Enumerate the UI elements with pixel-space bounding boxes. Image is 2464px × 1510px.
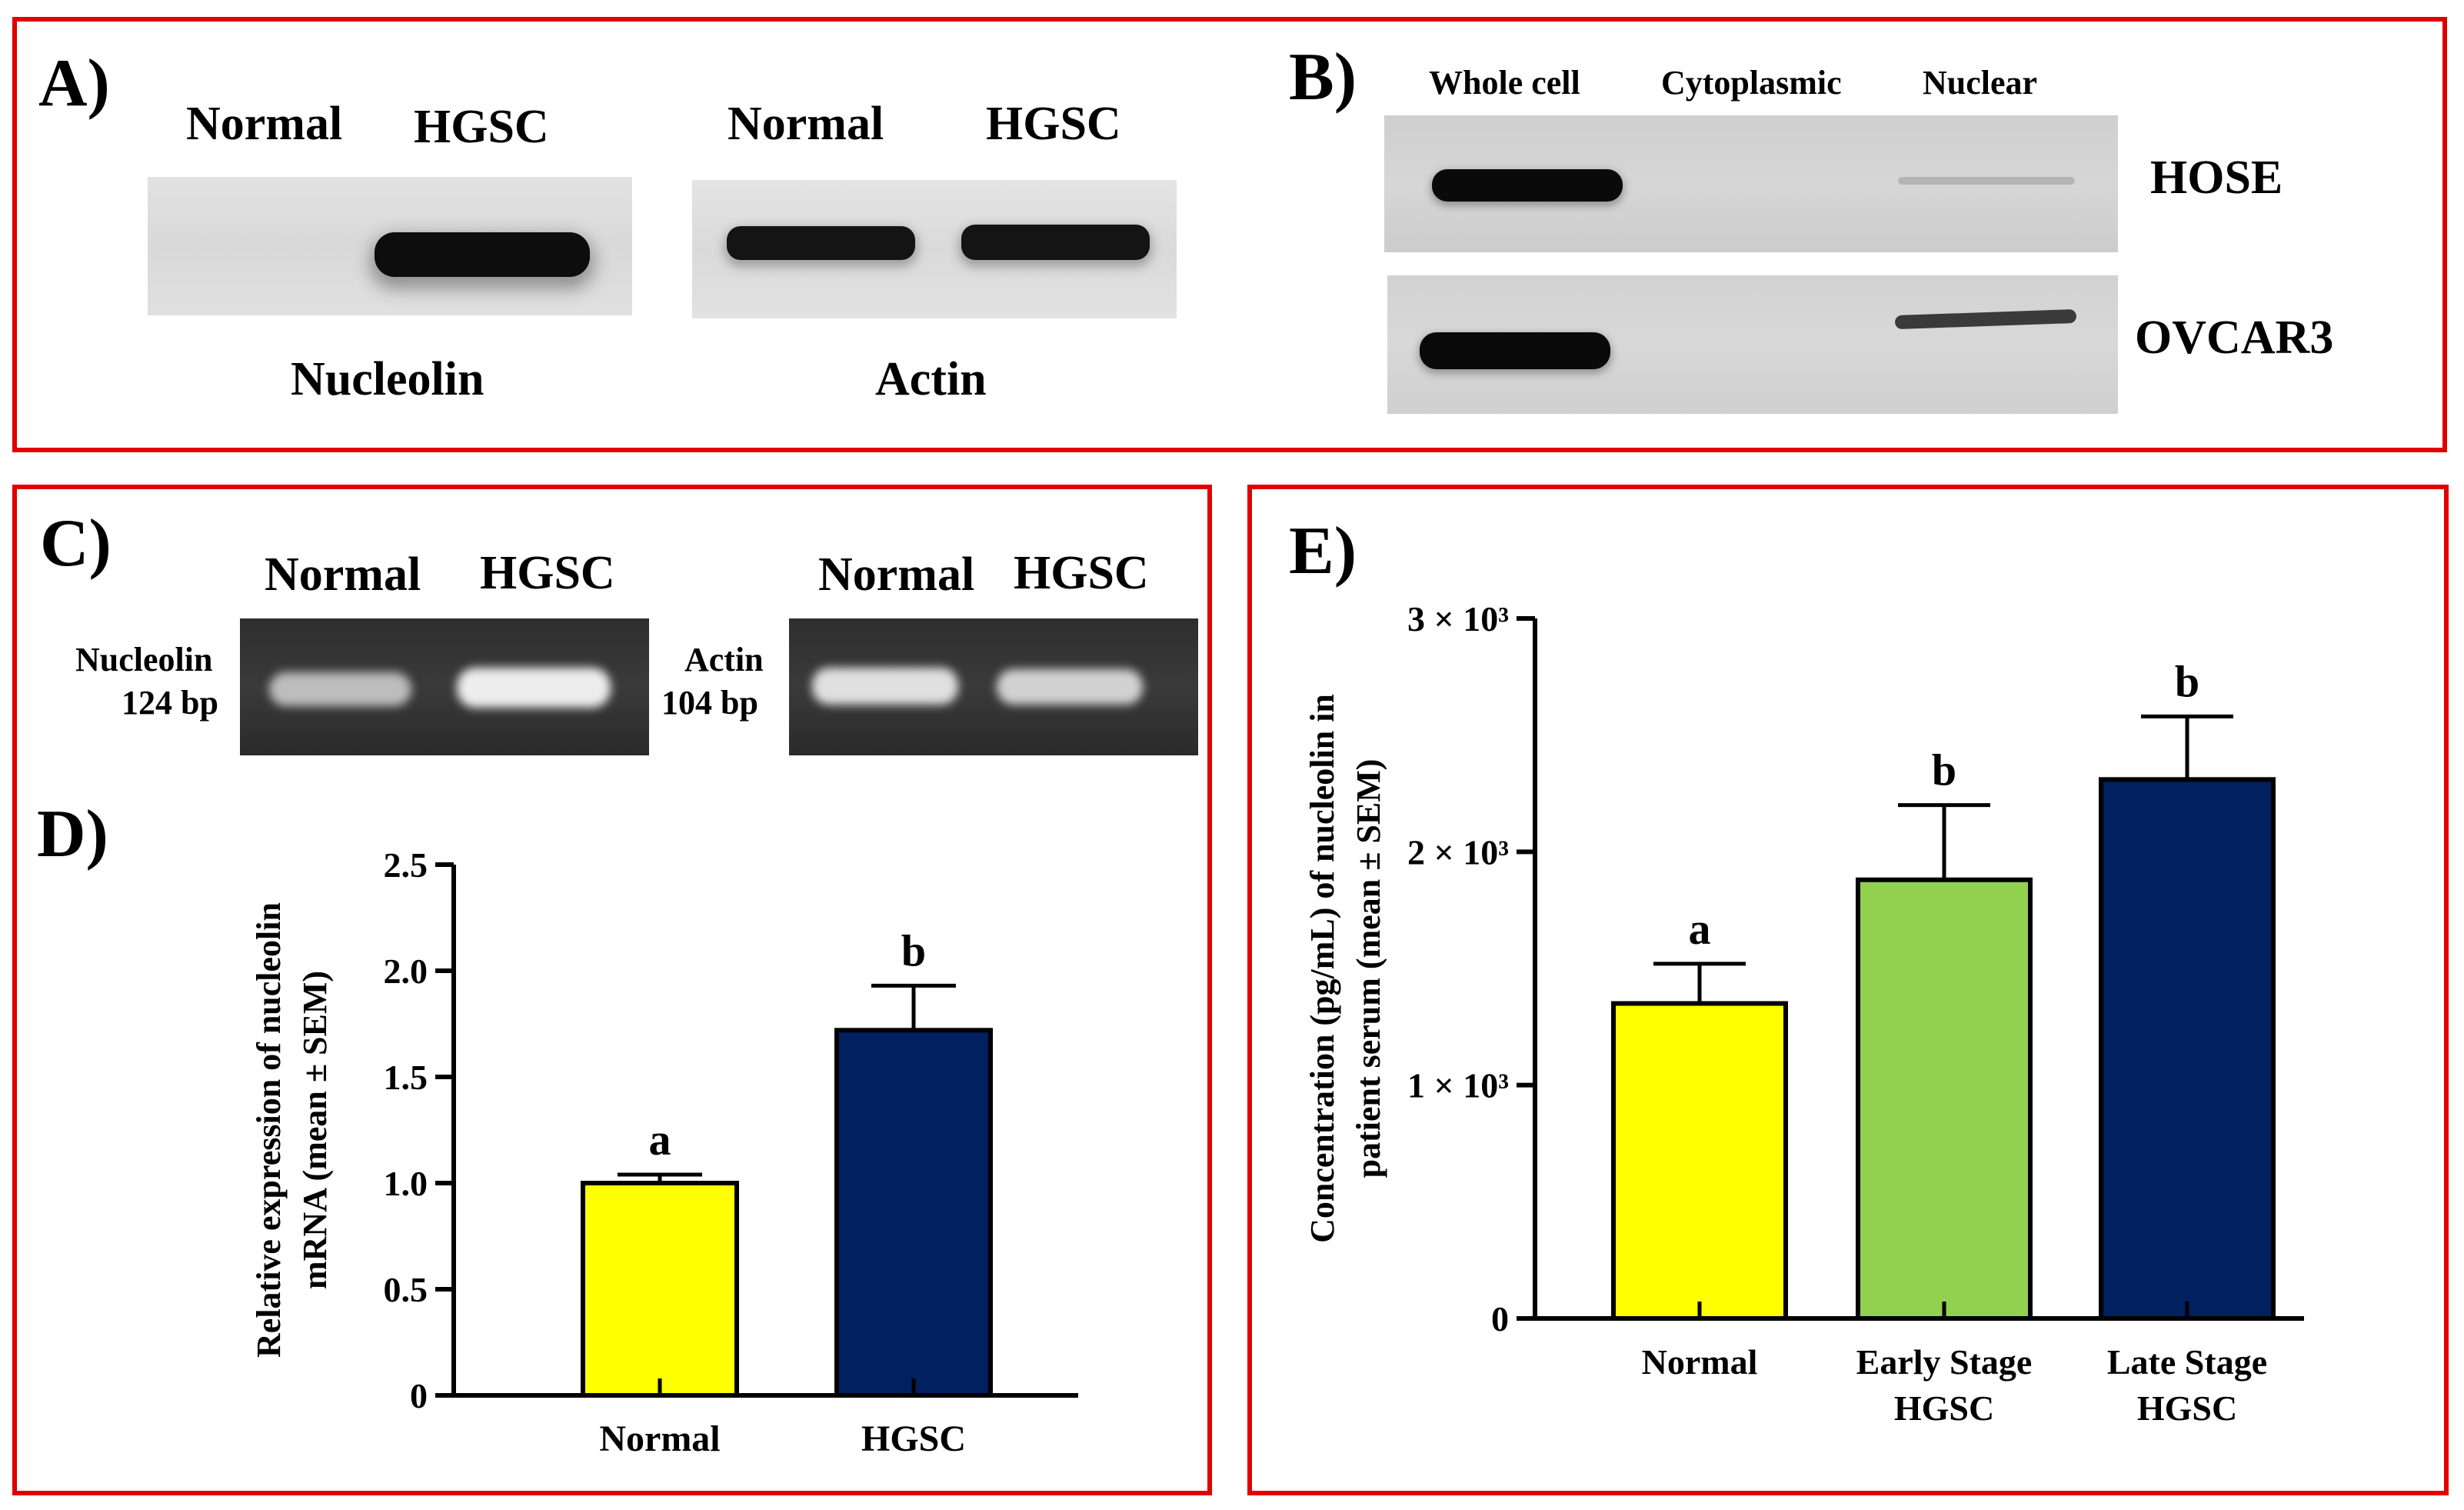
panel-a: A) Normal HGSC Nucleolin Normal HGSC Act… [12, 17, 2447, 452]
gel-c2-lane-hgsc: HGSC [1014, 547, 1149, 599]
significance-label: b [2175, 656, 2199, 706]
serum-nucleolin-bar-chart: 0 1 × 10³ 2 × 10³ 3 × 10³ Concentration (pg/… [1304, 599, 2304, 1428]
y-tick-label: 0 [1491, 1299, 1509, 1338]
x-tick-label: Late Stage [2107, 1342, 2267, 1382]
bar [1856, 877, 2033, 1321]
panel-c-label: C) [40, 506, 112, 581]
gel-c1-label-size: 124 bp [122, 684, 218, 722]
nucleolin-pcr-gel [240, 618, 649, 755]
y-axis-label: patient serum (mean ± SEM) [1350, 759, 1387, 1178]
y-tick-label: 3 × 10³ [1407, 599, 1509, 638]
panel-e: E) 0 1 × 10³ 2 × 10³ 3 × 10³ Concentration (… [1247, 485, 2449, 1495]
x-tick-label: HGSC [1894, 1388, 1994, 1428]
gel-c1-lane-normal: Normal [265, 548, 421, 601]
gel-c1-lane-hgsc: HGSC [480, 547, 615, 599]
y-tick-label: 1.0 [384, 1164, 428, 1203]
x-tick-label: Normal [599, 1418, 720, 1459]
blot-a2-caption: Actin [875, 353, 987, 405]
band-hgsc-actin [961, 225, 1150, 260]
y-tick-label: 2 × 10³ [1407, 832, 1509, 872]
panel-b-label: B) [1289, 40, 1357, 115]
blot-a1-lane-hgsc: HGSC [414, 101, 549, 153]
bar [2099, 777, 2276, 1321]
fraction-whole-cell: Whole cell [1429, 64, 1580, 102]
panel-d-label: D) [37, 797, 108, 872]
band-hgsc-nucleolin-pcr [457, 668, 611, 708]
band-ovcar3-whole-cell [1420, 332, 1610, 369]
y-axis-label: mRNA (mean ± SEM) [296, 971, 334, 1289]
nucleolin-western-blot [148, 177, 632, 315]
band-hose-whole-cell [1432, 169, 1623, 202]
row-hose: HOSE [2150, 152, 2283, 204]
band-normal-actin [727, 226, 915, 260]
blot-a1-lane-normal: Normal [186, 98, 343, 150]
x-tick-label: Early Stage [1856, 1342, 2033, 1382]
panel-e-label: E) [1289, 514, 1357, 588]
band-hgsc-nucleolin [375, 232, 590, 277]
gel-c1-label-gene: Nucleolin [75, 641, 213, 678]
nucleolin-mrna-bar-chart: 0 0.5 1.0 1.5 2.0 2.5 Relative expression of n… [250, 845, 1078, 1459]
blot-a2-lane-hgsc: HGSC [986, 98, 1121, 150]
bar [581, 1181, 739, 1398]
blot-a1-caption: Nucleolin [291, 353, 484, 405]
ovcar3-fractionation-blot [1387, 275, 2118, 414]
gel-c2-label-gene: Actin [684, 641, 764, 678]
actin-western-blot [692, 180, 1177, 318]
y-tick-label: 2.5 [384, 845, 428, 885]
hose-fractionation-blot [1384, 115, 2118, 252]
actin-pcr-gel [789, 618, 1198, 755]
panel-cd: C) Normal HGSC Nucleolin 124 bp Normal H… [12, 485, 1212, 1495]
y-tick-label: 2.0 [384, 952, 428, 991]
band-normal-nucleolin-pcr [269, 672, 411, 706]
band-normal-actin-pcr [812, 668, 958, 705]
band-ovcar3-nuclear [1894, 308, 2077, 330]
y-axis-label: Concentration (pg/mL) of nucleolin in [1304, 694, 1341, 1243]
bar [834, 1028, 993, 1398]
gel-c2-label-size: 104 bp [661, 684, 758, 722]
significance-label: a [1689, 904, 1711, 954]
significance-label: b [901, 925, 926, 975]
y-tick-label: 0.5 [384, 1270, 428, 1309]
row-ovcar3: OVCAR3 [2135, 312, 2334, 364]
y-axis-label: Relative expression of nucleolin [250, 902, 288, 1358]
fraction-nuclear: Nuclear [1923, 64, 2038, 102]
y-tick-label: 0 [410, 1376, 428, 1415]
fraction-cytoplasmic: Cytoplasmic [1661, 64, 1842, 102]
x-tick-label: HGSC [2137, 1388, 2237, 1428]
significance-label: a [649, 1115, 671, 1165]
band-hose-nuclear [1898, 177, 2075, 185]
x-tick-label: HGSC [861, 1418, 966, 1459]
x-tick-label: Normal [1642, 1342, 1758, 1382]
gel-c2-lane-normal: Normal [818, 548, 975, 601]
y-tick-label: 1 × 10³ [1407, 1066, 1509, 1105]
blot-a2-lane-normal: Normal [728, 98, 884, 150]
panel-a-label: A) [38, 46, 110, 121]
band-hgsc-actin-pcr [997, 669, 1143, 705]
bar [1611, 1001, 1788, 1321]
y-tick-label: 1.5 [384, 1058, 428, 1097]
significance-label: b [1932, 745, 1956, 795]
